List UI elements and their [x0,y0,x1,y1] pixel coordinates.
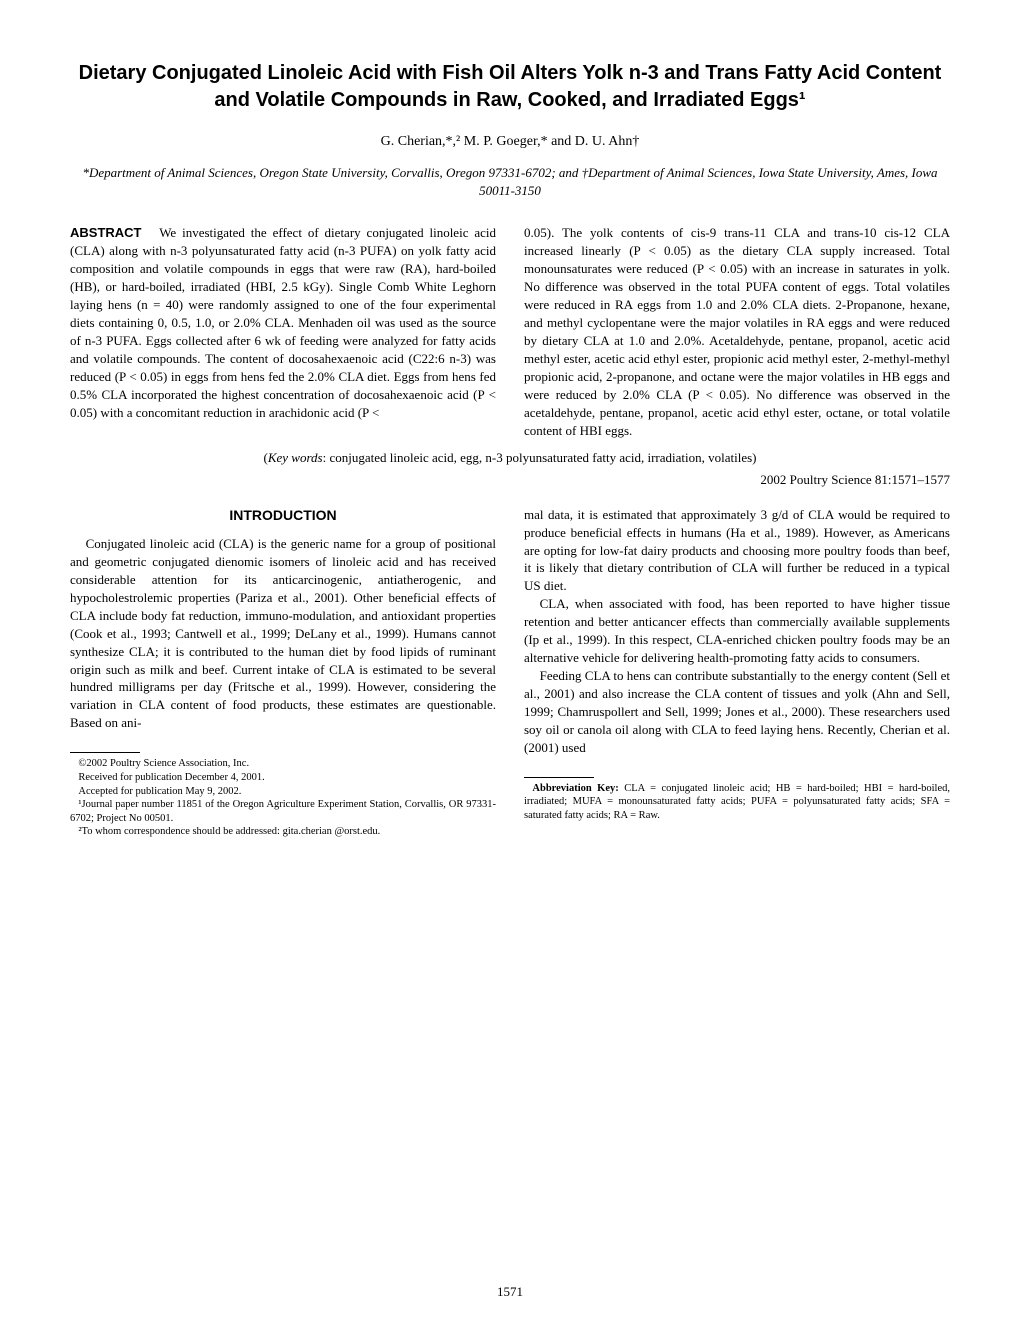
footnote-rule [70,752,140,753]
abstract-right-column: 0.05). The yolk contents of cis-9 trans-… [524,224,950,439]
abstract-text-left: We investigated the effect of dietary co… [70,225,496,419]
article-title: Dietary Conjugated Linoleic Acid with Fi… [70,60,950,114]
abstract-left-column: ABSTRACT We investigated the effect of d… [70,224,496,439]
citation-line: 2002 Poultry Science 81:1571–1577 [70,472,950,488]
body-section: INTRODUCTION Conjugated linoleic acid (C… [70,506,950,839]
abstract-section: ABSTRACT We investigated the effect of d… [70,224,950,439]
intro-para-2: CLA, when associated with food, has been… [524,595,950,667]
abbrev-label: Abbreviation Key: [532,783,618,794]
footnote-copyright: ©2002 Poultry Science Association, Inc. [70,757,496,771]
abbreviation-key: Abbreviation Key: CLA = conjugated linol… [524,782,950,823]
body-left-column: INTRODUCTION Conjugated linoleic acid (C… [70,506,496,839]
footnote-journal-paper: ¹Journal paper number 11851 of the Orego… [70,798,496,825]
title-block: Dietary Conjugated Linoleic Acid with Fi… [70,60,950,200]
footnotes: ©2002 Poultry Science Association, Inc. … [70,757,496,839]
introduction-heading: INTRODUCTION [70,506,496,525]
abstract-text-right: 0.05). The yolk contents of cis-9 trans-… [524,225,950,437]
keywords-line: (Key words: conjugated linoleic acid, eg… [70,450,950,466]
abstract-label: ABSTRACT [70,225,142,240]
intro-para-1-right: mal data, it is estimated that approxima… [524,506,950,596]
intro-para-3: Feeding CLA to hens can contribute subst… [524,667,950,757]
footnote-correspondence: ²To whom correspondence should be addres… [70,825,496,839]
footnote-accepted: Accepted for publication May 9, 2002. [70,785,496,799]
footnote-received: Received for publication December 4, 200… [70,771,496,785]
keywords-label: Key words [268,450,323,465]
authors: G. Cherian,*,² M. P. Goeger,* and D. U. … [70,134,950,150]
page-number: 1571 [497,1284,523,1300]
affiliations: *Department of Animal Sciences, Oregon S… [70,164,950,200]
abbrev-rule [524,777,594,778]
body-right-column: mal data, it is estimated that approxima… [524,506,950,839]
intro-para-1-left: Conjugated linoleic acid (CLA) is the ge… [70,535,496,732]
keywords-text: : conjugated linoleic acid, egg, n-3 pol… [323,450,757,465]
